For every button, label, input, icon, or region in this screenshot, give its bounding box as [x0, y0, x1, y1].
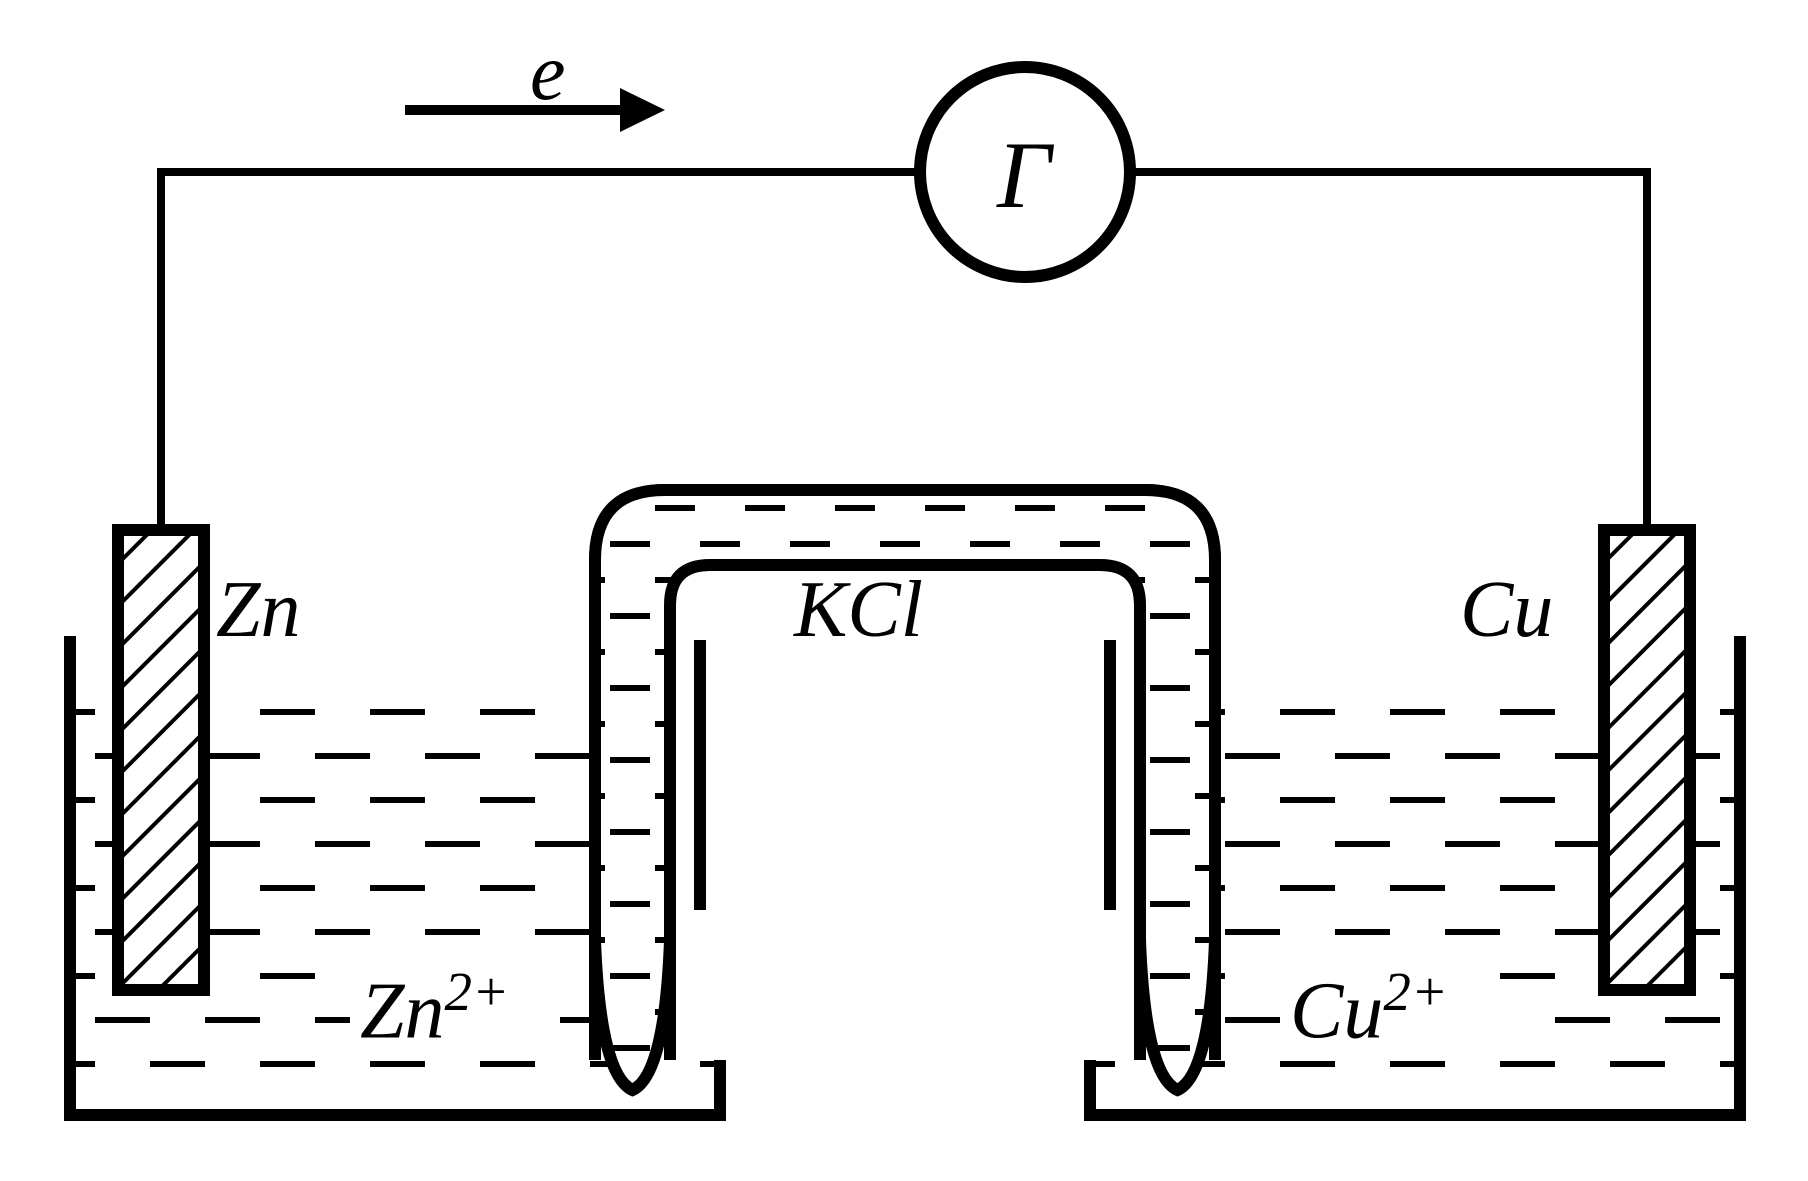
- galvanometer-label: Г: [997, 120, 1051, 230]
- cu-ion-base: Cu: [1290, 968, 1383, 1056]
- zn-ion-label: Zn2+: [360, 960, 509, 1058]
- cu-ion-charge: 2+: [1383, 961, 1448, 1022]
- salt-bridge-label: KCl: [794, 565, 923, 656]
- cu-ion-label: Cu2+: [1290, 960, 1448, 1058]
- electron-flow-label: e: [530, 28, 566, 119]
- zn-electrode-label: Zn: [216, 565, 301, 656]
- cu-electrode-label: Cu: [1460, 565, 1553, 656]
- zn-ion-charge: 2+: [445, 961, 510, 1022]
- zn-ion-base: Zn: [360, 968, 445, 1056]
